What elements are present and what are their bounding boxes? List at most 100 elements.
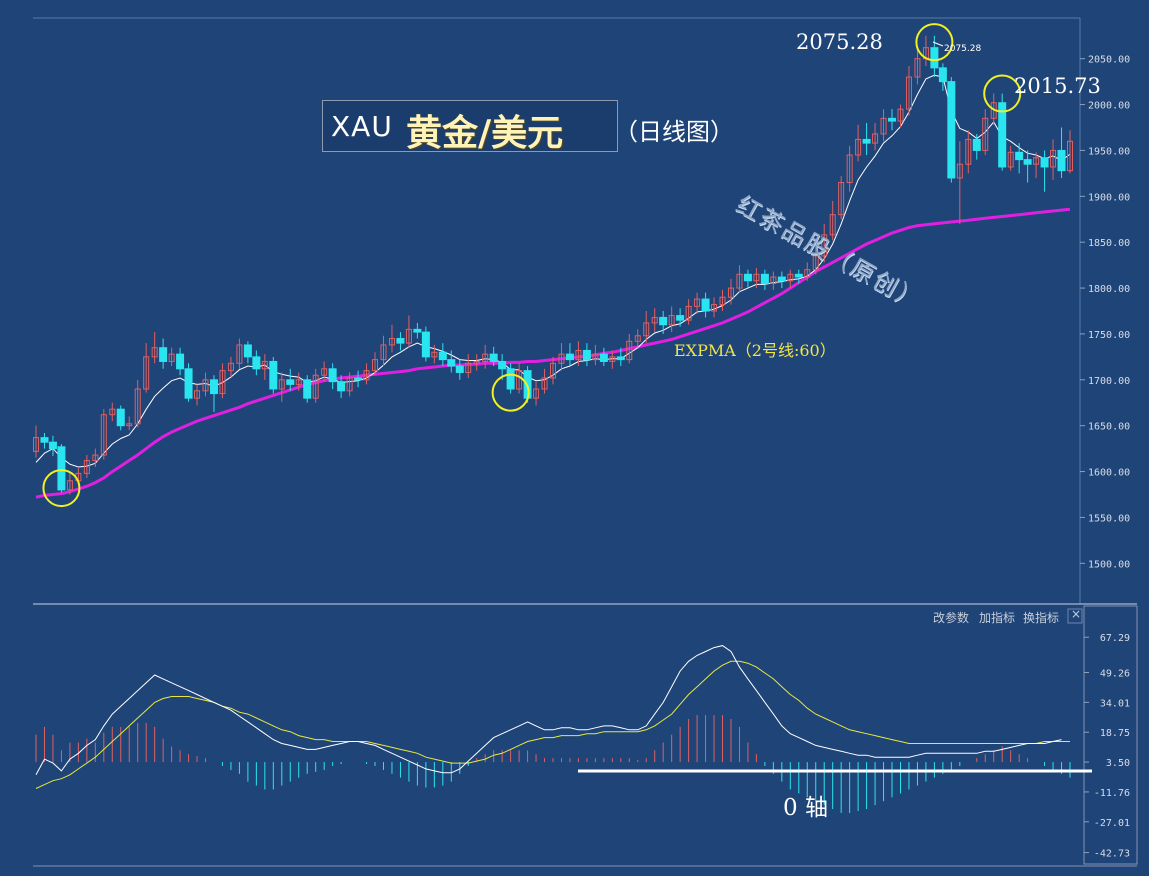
macd-y-axis: 67.29 49.26 34.01 18.75 3.50 -11.76 -27.01 -42.… [1084,633,1130,860]
macd-y-tick-label: 34.01 [1100,698,1130,709]
candle-body-down [40,437,49,443]
candle-body-down [159,347,168,362]
candle-body-up [592,353,599,361]
title-period: （日线图） [614,118,734,146]
candle-body-up [812,255,819,271]
price-y-tick-label: 2000.00 [1088,101,1130,112]
candle-body-down [862,138,871,144]
candle-body-up [643,322,650,337]
candle-body-up [668,315,675,326]
candle-body-up [219,370,226,395]
macd-y-tick-label: 49.26 [1100,669,1130,680]
candle-body-down [565,353,574,361]
candle-body-up [473,360,480,364]
highlight-circle [915,23,954,62]
candle-body-down [48,441,57,450]
price-y-axis: 2050.00 2000.00 1950.00 1900.00 1850.00 1800.… [1080,55,1130,570]
price-y-tick-label: 1750.00 [1088,330,1130,341]
candle-body-up [66,480,73,491]
candle-body-up [965,138,972,165]
expma60-series [35,207,1071,499]
candle-body-down [489,353,498,362]
candle-body-down [760,273,769,284]
candle-body-up [143,356,150,390]
candle-body-up [126,423,133,427]
candle-body-up [838,182,845,216]
tool-close-icon[interactable] [1067,608,1083,624]
candle-body-up [694,298,701,307]
candle-body-down [447,359,456,367]
price-y-tick-label: 1700.00 [1088,376,1130,387]
macd-dea-line [35,660,1070,789]
candle-body-up [956,163,963,179]
main-panel-frame [33,17,1137,605]
candle-body-up [829,214,836,236]
candle-body-up [1067,140,1073,172]
candle-body-down [676,315,685,321]
candle-body-down [413,328,422,333]
candle-body-up [1007,151,1014,168]
candle-body-down [438,351,447,361]
candle-body-up [134,388,141,425]
candle-body-up [194,390,201,399]
candle-body-down [1015,151,1024,161]
price-y-tick-label: 2050.00 [1088,55,1130,66]
candle-body-down [455,365,464,373]
macd-y-tick-label: -27.01 [1094,818,1130,829]
second-high-label: 2015.73 [1014,74,1101,98]
candle-body-up [261,360,268,370]
candle-body-up [855,138,862,156]
title-box [322,100,618,152]
candle-body-up [100,414,107,456]
highlight-circle [42,469,81,508]
candle-body-up [33,437,39,452]
candle-body-up [872,133,879,144]
candle-body-down [243,344,252,358]
candle-body-down [303,379,312,399]
switch-indicator-button[interactable]: 换指标 [1023,611,1060,625]
price-y-tick-label: 1550.00 [1088,513,1130,524]
title-symbol: XAU [331,110,393,143]
candle-body-up [821,234,828,257]
add-indicator-button[interactable]: 加指标 [979,611,1016,625]
candle-body-down [396,338,405,344]
candle-body-up [83,460,90,474]
price-y-tick-label: 1850.00 [1088,238,1130,249]
candle-body-up [168,353,175,362]
candle-body-up [295,379,302,385]
candle-body-up [92,454,99,462]
candle-body-up [609,356,616,362]
candle-body-down [328,368,337,383]
candle-body-up [550,362,556,379]
candle-body-up [1033,157,1040,165]
price-y-tick-label: 1800.00 [1088,284,1130,295]
candle-body-down [116,408,125,427]
candlestick-series [33,35,1073,495]
candle-body-up [575,349,582,361]
macd-y-tick-label: 67.29 [1100,633,1130,644]
candle-body-up [651,316,658,324]
candle-body-down [1023,159,1032,165]
candle-body-up [711,304,718,312]
candle-body-up [770,276,777,284]
candle-body-down [777,276,786,282]
macd-y-tick-label: -42.73 [1094,849,1130,860]
candle-body-up [227,362,234,372]
highlight-circle [491,373,530,412]
candle-body-up [431,351,438,358]
high-pointer-arrow [932,41,944,47]
high-price-small-label: 2075.28 [944,44,981,54]
candle-body-up [914,58,921,78]
candle-body-down [582,349,591,361]
candle-body-down [616,356,625,361]
candle-body-down [743,273,752,282]
candle-body-up [634,335,641,342]
candle-body-up [202,379,209,392]
modify-params-button[interactable]: 改参数 [933,611,970,625]
candle-body-up [787,273,794,282]
price-y-tick-label: 1900.00 [1088,192,1130,203]
highlight-circle [983,74,1022,113]
candle-body-up [804,269,811,278]
close-button[interactable]: × [1071,607,1082,621]
